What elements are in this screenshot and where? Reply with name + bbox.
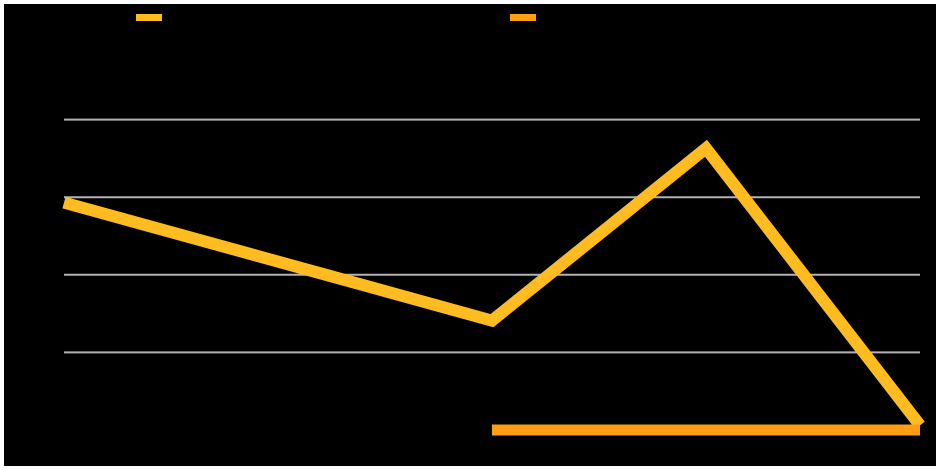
legend-swatch-1 [136, 14, 162, 21]
series-lines [62, 139, 925, 436]
legend [136, 14, 536, 21]
legend-swatch-2 [510, 14, 536, 21]
gridlines [64, 118, 920, 354]
series-line-1 [62, 139, 925, 429]
